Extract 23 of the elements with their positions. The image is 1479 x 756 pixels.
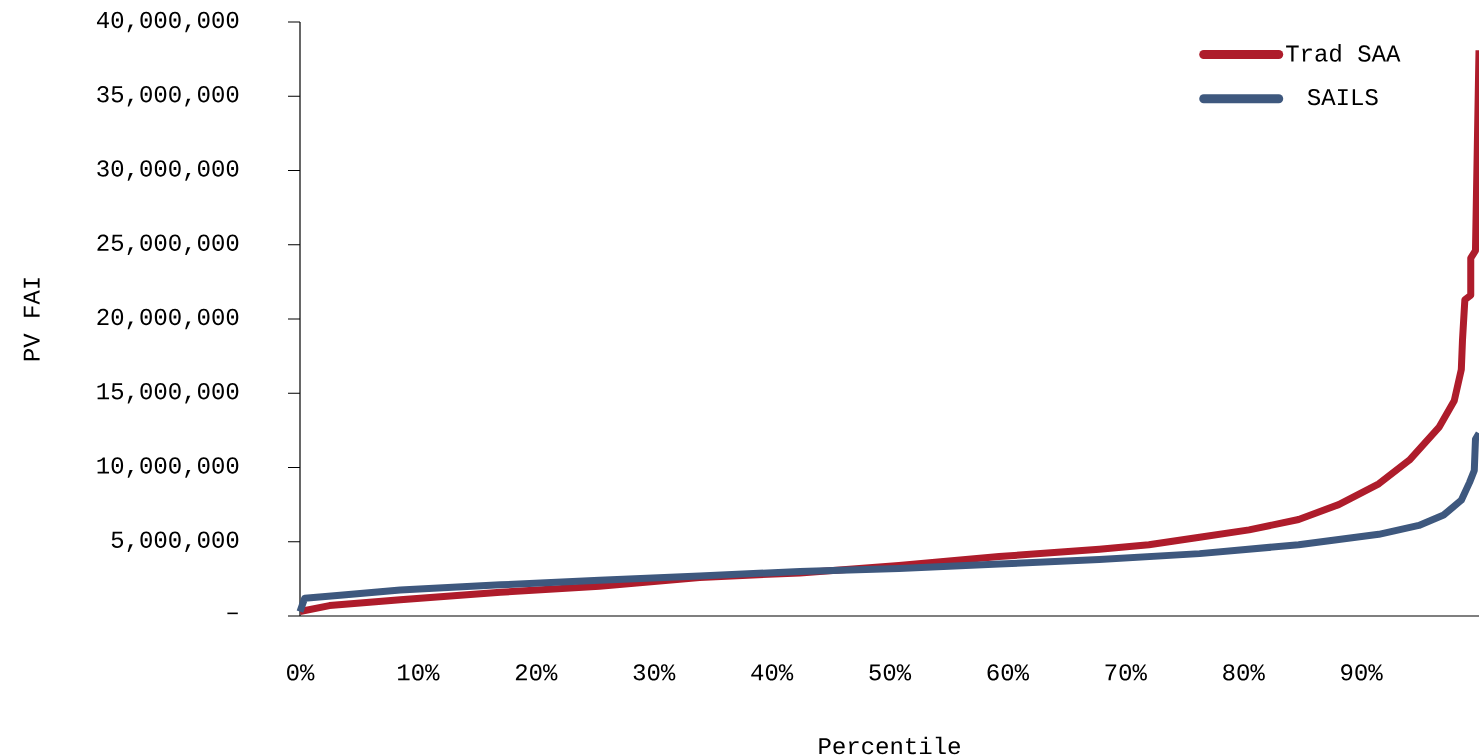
y-axis-title: PV FAI — [23, 278, 40, 361]
y-tick-label: 5,000,000 — [111, 531, 239, 552]
x-axis-title: Percentile — [819, 736, 960, 755]
x-tick-label: 10% — [398, 664, 440, 681]
x-tick-label: 50% — [869, 664, 912, 681]
y-tick-label: 15,000,000 — [97, 383, 239, 404]
x-tick-label: 60% — [987, 664, 1030, 681]
y-tick-label: 25,000,000 — [97, 234, 239, 255]
y-tick-label: 10,000,000 — [97, 457, 239, 478]
x-tick-label: 80% — [1223, 664, 1265, 681]
y-tick-label: 30,000,000 — [97, 160, 239, 181]
x-tick-label: 20% — [515, 664, 558, 681]
x-tick-label: 40% — [751, 664, 794, 681]
y-tick-label: – — [227, 612, 238, 615]
legend-label: SAILS — [1307, 88, 1378, 106]
x-tick-label: 30% — [633, 664, 676, 681]
y-tick-label: 20,000,000 — [97, 308, 239, 330]
x-tick-label: 70% — [1105, 664, 1147, 681]
x-tick-label: 0% — [287, 664, 315, 681]
y-tick-label: 35,000,000 — [97, 86, 239, 107]
legend-label: Trad SAA — [1286, 44, 1401, 62]
y-tick-label: 40,000,000 — [96, 11, 239, 33]
x-tick-label: 90% — [1341, 664, 1383, 681]
